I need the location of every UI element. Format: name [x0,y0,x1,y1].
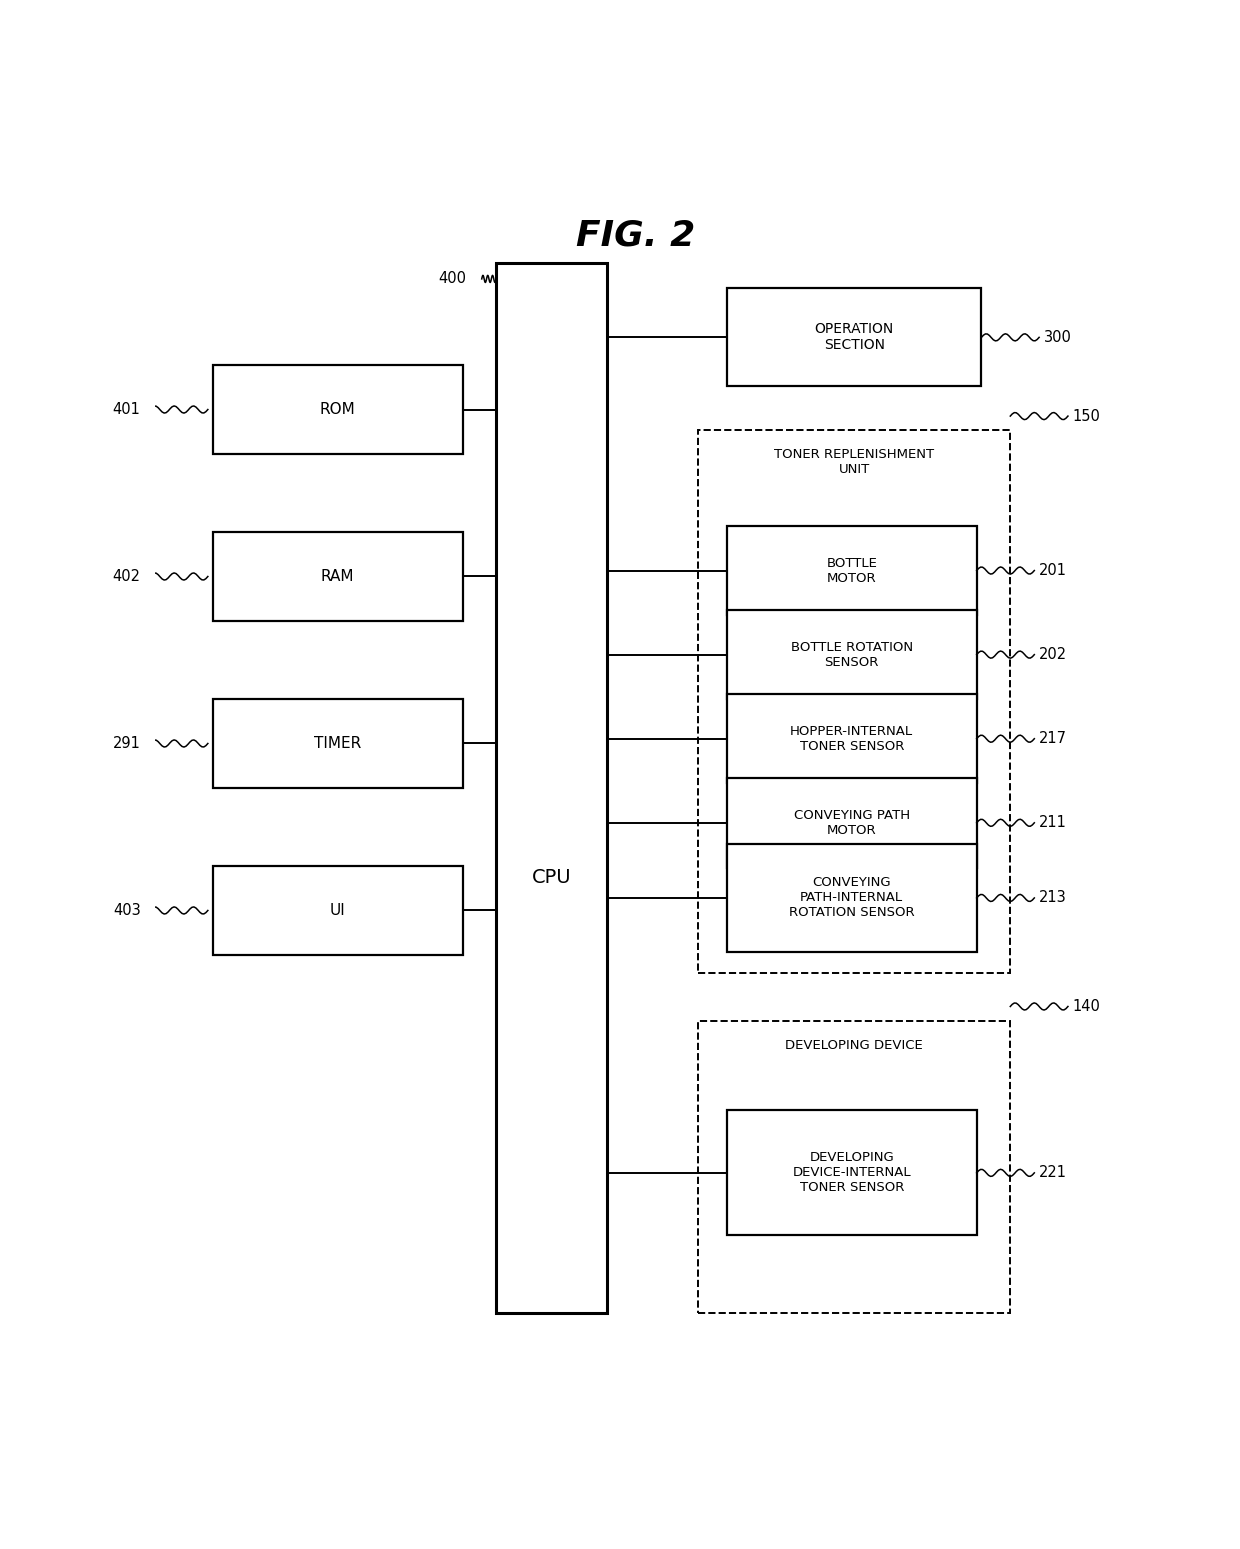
Text: 403: 403 [113,903,140,919]
Text: BOTTLE
MOTOR: BOTTLE MOTOR [826,556,877,584]
Text: 400: 400 [439,271,466,287]
Bar [727,778,977,867]
Text: DEVELOPING
DEVICE-INTERNAL
TONER SENSOR: DEVELOPING DEVICE-INTERNAL TONER SENSOR [792,1151,911,1194]
Text: RAM: RAM [321,568,355,584]
Text: CONVEYING
PATH-INTERNAL
ROTATION SENSOR: CONVEYING PATH-INTERNAL ROTATION SENSOR [789,877,915,920]
Text: DEVELOPING DEVICE: DEVELOPING DEVICE [785,1039,923,1052]
Text: 402: 402 [113,568,140,584]
Text: UI: UI [330,903,346,919]
Text: 217: 217 [1039,731,1068,747]
Bar [727,288,982,386]
Bar [727,844,977,951]
Bar [727,610,977,699]
Text: CPU: CPU [532,867,572,888]
Bar [698,1021,1011,1314]
Text: 213: 213 [1039,891,1066,906]
Text: OPERATION
SECTION: OPERATION SECTION [815,322,894,353]
Text: 401: 401 [113,403,140,417]
Bar [213,366,463,454]
Text: 291: 291 [113,736,140,751]
Text: FIG. 2: FIG. 2 [575,218,696,252]
Text: ROM: ROM [320,403,356,417]
Text: BOTTLE ROTATION
SENSOR: BOTTLE ROTATION SENSOR [791,641,913,669]
Text: 150: 150 [1073,409,1101,423]
Bar [213,866,463,956]
Bar [496,263,606,1314]
Text: 211: 211 [1039,815,1066,830]
Text: TIMER: TIMER [314,736,361,751]
Text: CONVEYING PATH
MOTOR: CONVEYING PATH MOTOR [794,809,910,836]
Bar [727,1111,977,1236]
Bar [698,431,1011,973]
Text: 201: 201 [1039,562,1068,578]
Bar [727,525,977,615]
Bar [213,699,463,788]
Text: 221: 221 [1039,1165,1068,1180]
Bar [213,531,463,621]
Text: 300: 300 [1044,330,1071,345]
Bar [727,694,977,784]
Text: TONER REPLENISHMENT
UNIT: TONER REPLENISHMENT UNIT [774,448,934,476]
Text: 202: 202 [1039,647,1068,661]
Text: HOPPER-INTERNAL
TONER SENSOR: HOPPER-INTERNAL TONER SENSOR [790,725,914,753]
Text: 140: 140 [1073,999,1101,1015]
